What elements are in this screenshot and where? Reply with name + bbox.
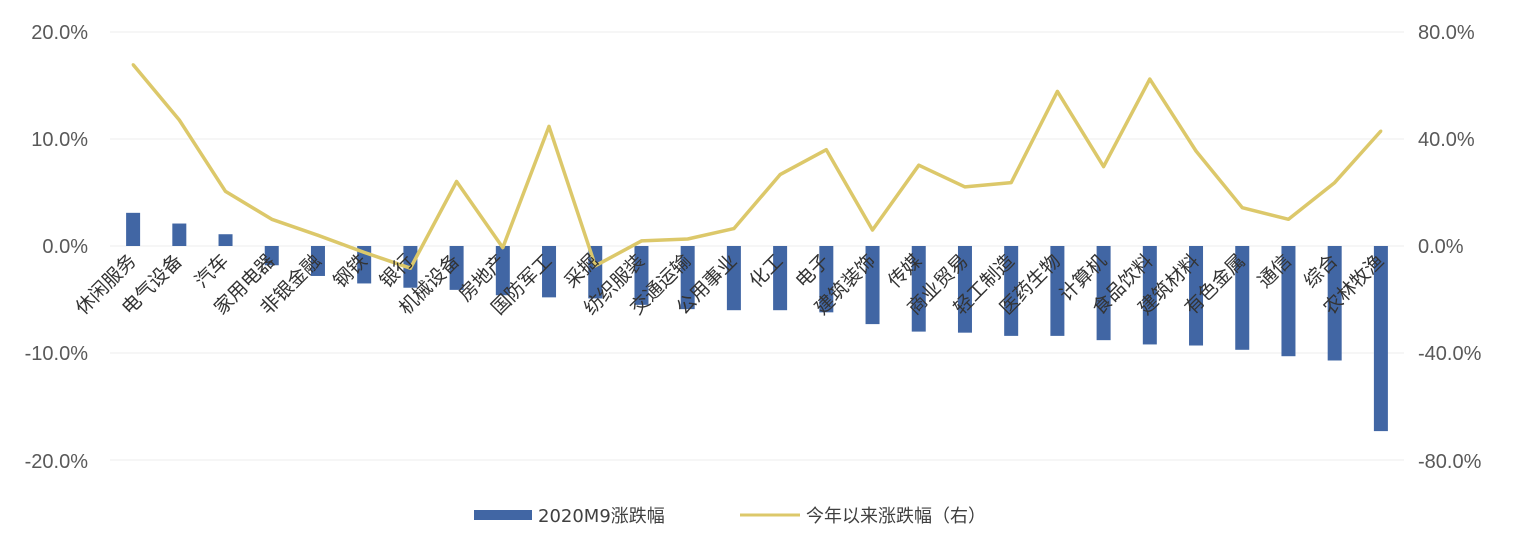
legend: 2020M9涨跌幅 今年以来涨跌幅（右） (474, 506, 986, 527)
line-point (871, 228, 875, 232)
line-point (455, 180, 459, 184)
line-point (593, 264, 597, 268)
bar (1004, 246, 1019, 336)
line-series (131, 63, 1383, 270)
bar (495, 246, 510, 296)
line-point (963, 185, 967, 189)
left-tick-label: -20.0% (25, 451, 89, 473)
bar (172, 223, 187, 246)
bar (1281, 246, 1296, 357)
bar (1327, 246, 1342, 361)
bar (1189, 246, 1204, 346)
bar (1050, 246, 1065, 336)
line-point (1009, 181, 1013, 185)
right-tick-label: -80.0% (1418, 451, 1482, 473)
right-tick-label: -40.0% (1418, 343, 1482, 365)
bar (773, 246, 788, 311)
line-point (1333, 181, 1337, 185)
series-line (131, 63, 1383, 270)
bar (1373, 246, 1388, 432)
line-point (501, 246, 505, 250)
line-point (224, 189, 228, 193)
left-tick-label: 0.0% (42, 236, 88, 258)
gridlines (110, 31, 1404, 461)
line-point (131, 63, 135, 67)
left-tick-label: -10.0% (25, 343, 89, 365)
bar (726, 246, 741, 311)
right-tick-label: 40.0% (1418, 129, 1475, 151)
right-tick-label: 0.0% (1418, 236, 1464, 258)
line-point (1148, 77, 1152, 81)
left-y-axis: 20.0% 10.0% 0.0% -10.0% -20.0% (25, 22, 89, 473)
line-point (732, 227, 736, 231)
line-point (1240, 206, 1244, 210)
bar (449, 246, 464, 290)
line-point (778, 173, 782, 177)
line-point (1102, 165, 1106, 169)
line-point (686, 237, 690, 241)
line-point (639, 239, 643, 243)
bar (1096, 246, 1111, 341)
legend-bar-swatch (474, 510, 532, 520)
line-point (316, 233, 320, 237)
line-point (408, 266, 412, 270)
bar (634, 246, 649, 305)
line-point (917, 163, 921, 167)
bar (126, 212, 141, 246)
left-tick-label: 20.0% (31, 22, 88, 44)
line-point (824, 148, 828, 152)
bar (218, 234, 233, 246)
line-point (177, 118, 181, 122)
bar-series (126, 212, 1388, 432)
bar (542, 246, 557, 298)
bar (865, 246, 880, 325)
right-y-axis: 80.0% 40.0% 0.0% -40.0% -80.0% (1418, 22, 1482, 473)
line-point (270, 217, 274, 221)
line-point (1379, 129, 1383, 133)
bar (1235, 246, 1250, 350)
line-point (1286, 217, 1290, 221)
right-tick-label: 80.0% (1418, 22, 1475, 44)
line-point (362, 250, 366, 254)
bar (680, 246, 695, 310)
bar (1142, 246, 1157, 345)
legend-line-label: 今年以来涨跌幅（右） (806, 506, 986, 527)
bar (957, 246, 972, 333)
left-tick-label: 10.0% (31, 129, 88, 151)
bar (911, 246, 926, 332)
bar (819, 246, 834, 313)
legend-bar-label: 2020M9涨跌幅 (538, 506, 665, 527)
line-point (1055, 89, 1059, 93)
line-point (1194, 149, 1198, 153)
bar (264, 246, 279, 266)
bar (310, 246, 325, 276)
line-point (547, 124, 551, 128)
